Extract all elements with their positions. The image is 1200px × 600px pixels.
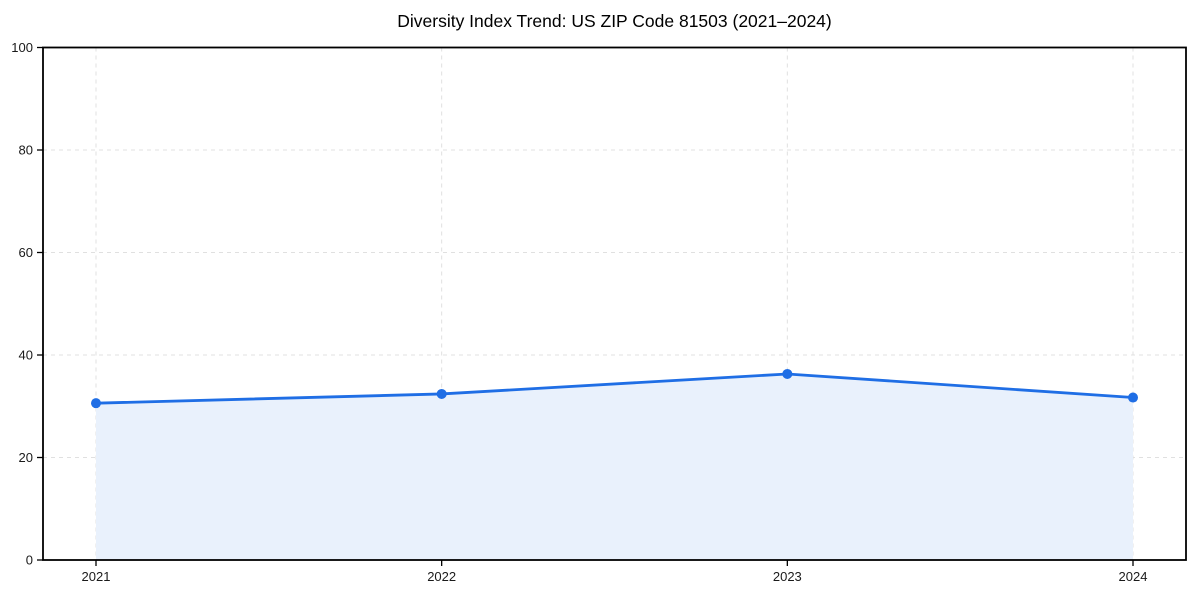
chart-title: Diversity Index Trend: US ZIP Code 81503… [397, 11, 832, 31]
x-tick-label: 2022 [427, 569, 456, 584]
plot-spines [42, 46, 1187, 561]
y-tick-label: 60 [19, 245, 33, 260]
data-point-marker [436, 388, 447, 399]
x-tick-label: 2023 [773, 569, 802, 584]
y-tick-label: 20 [19, 450, 33, 465]
data-point-marker [91, 398, 101, 409]
data-point-marker [1128, 392, 1138, 403]
x-tick-label: 2021 [82, 569, 111, 584]
series-area-fill [96, 373, 1133, 560]
data-point-marker [782, 368, 793, 379]
series-line [94, 372, 1135, 405]
x-tick-label: 2024 [1119, 569, 1148, 584]
y-tick-label: 40 [19, 348, 33, 363]
y-tick-label: 100 [11, 40, 33, 55]
y-tick-label: 0 [26, 553, 33, 568]
y-tick-label: 80 [19, 143, 33, 158]
